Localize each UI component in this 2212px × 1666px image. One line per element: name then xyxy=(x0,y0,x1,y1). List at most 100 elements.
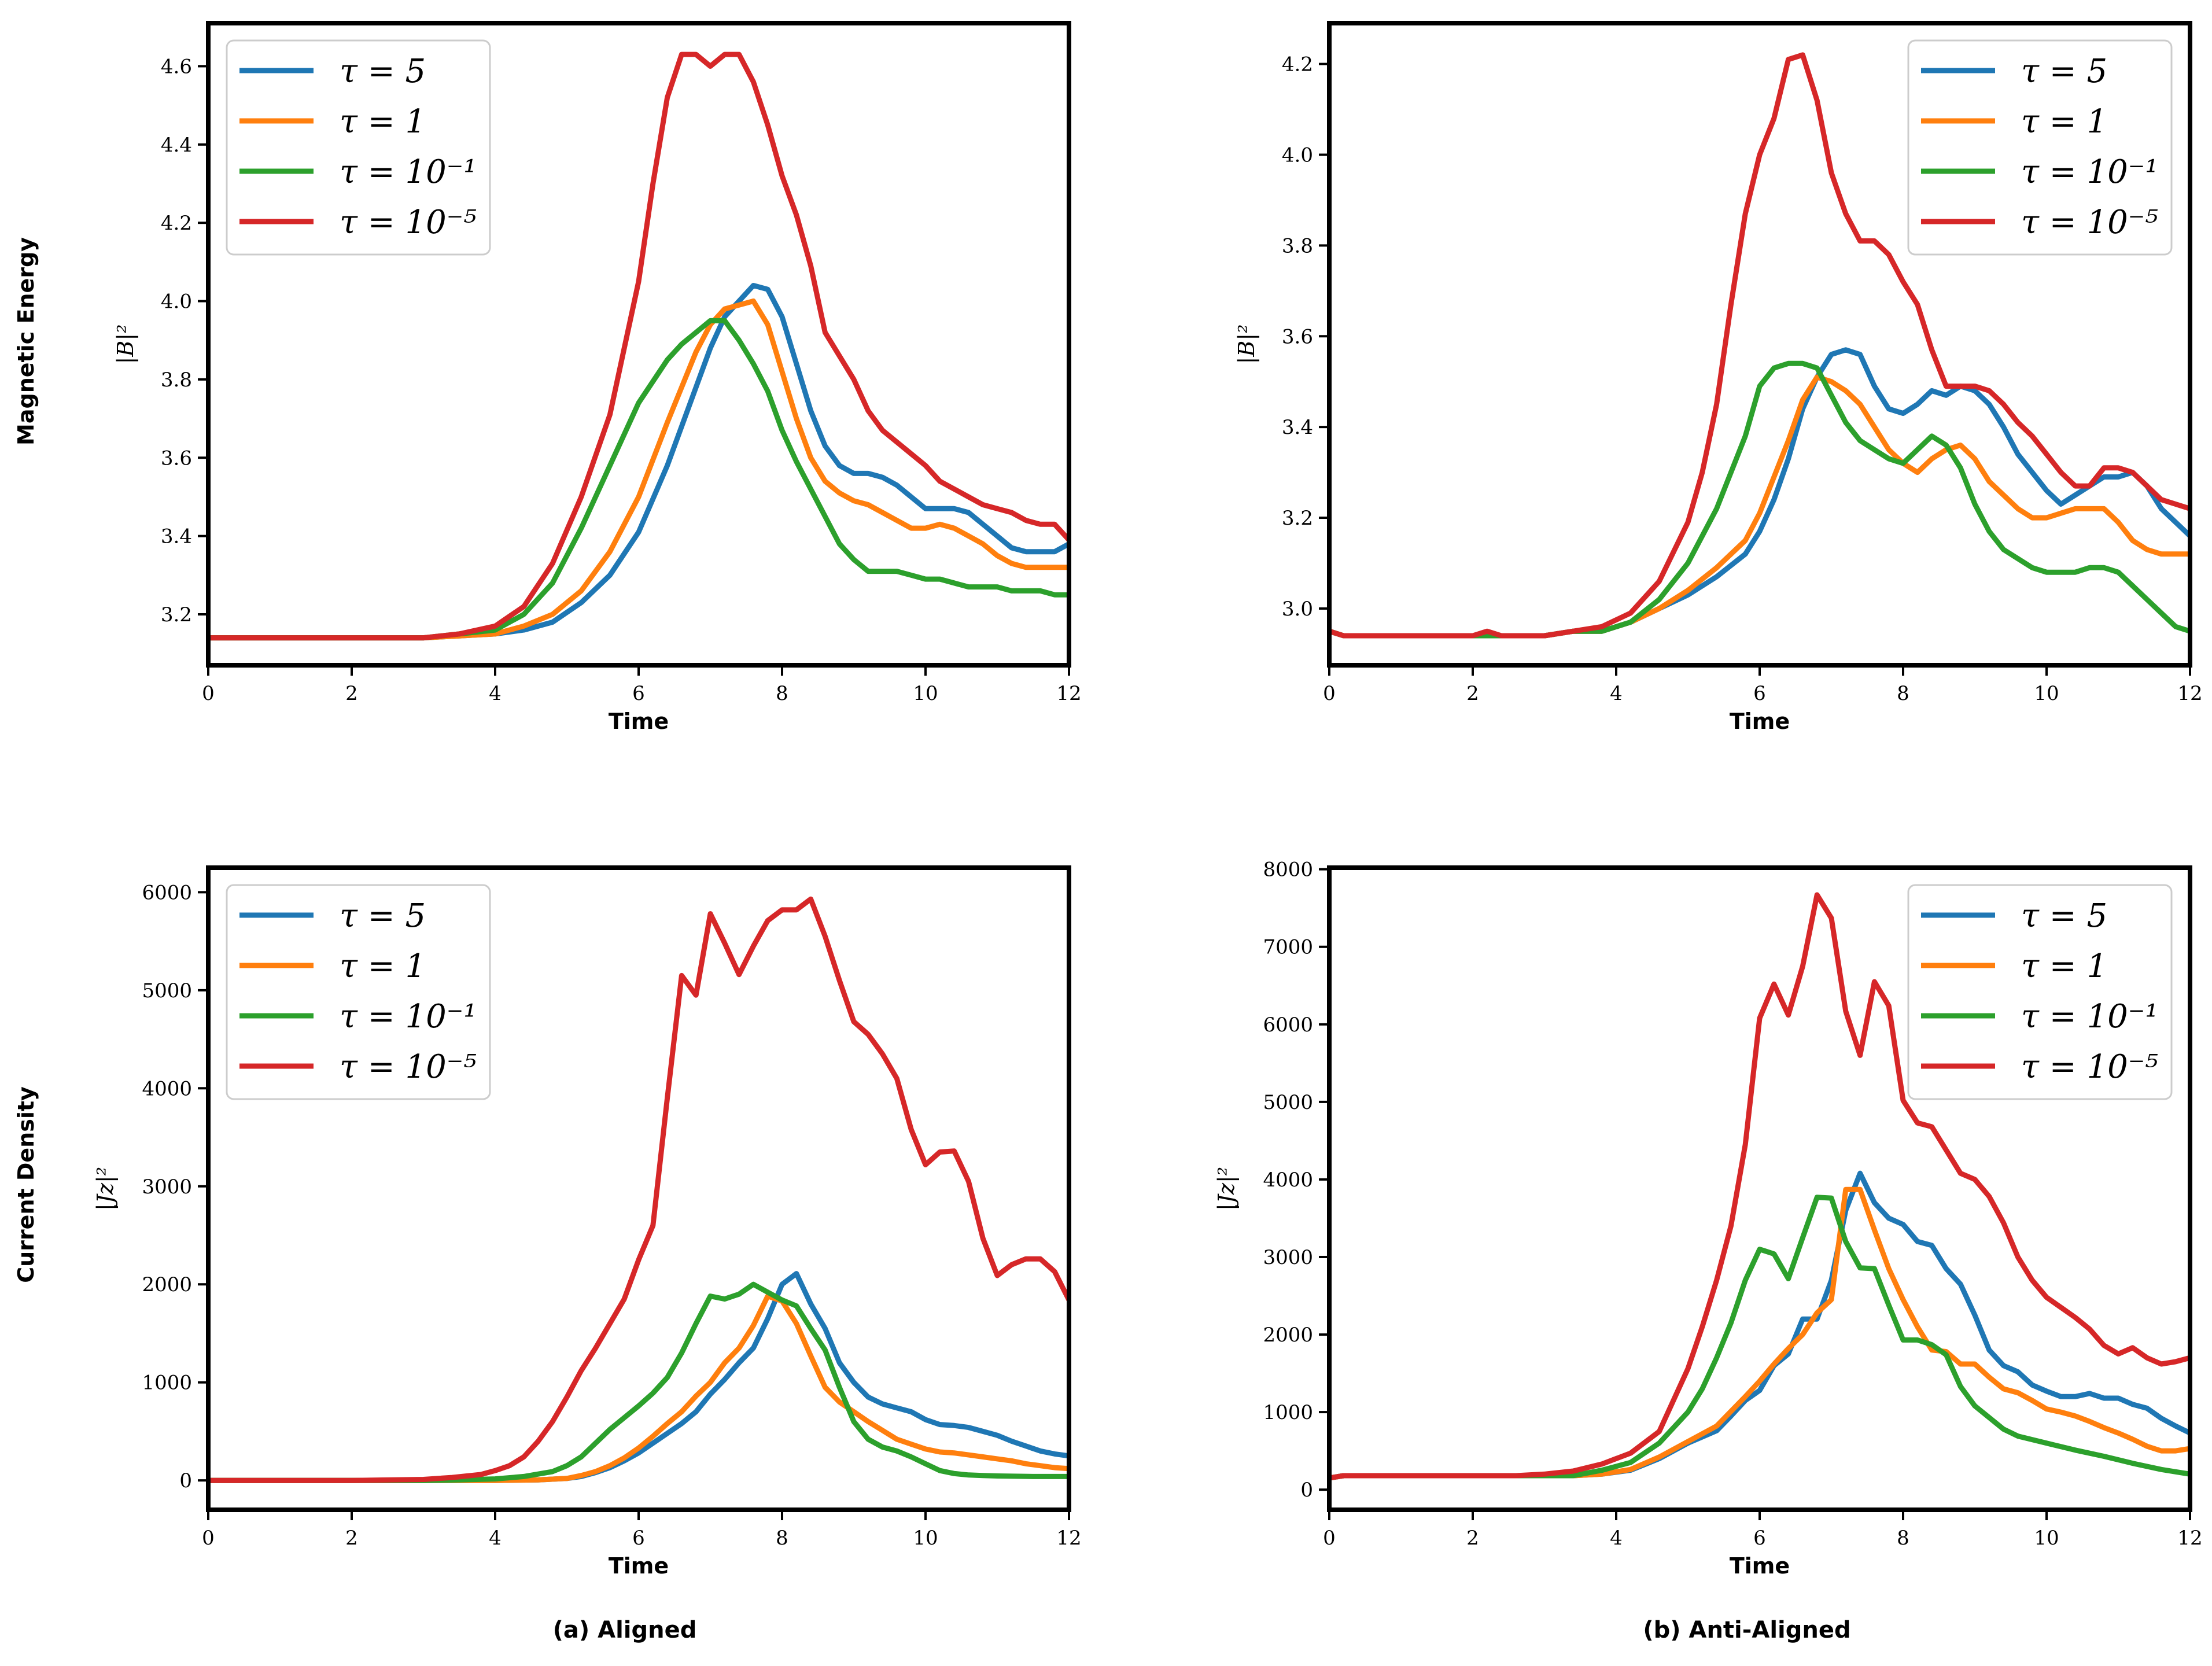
legend: τ = 5 τ = 1 τ = 10⁻¹ τ = 10⁻⁵ xyxy=(226,39,491,256)
series-line-0 xyxy=(208,283,1069,641)
plot-frame xyxy=(206,865,1071,1512)
y-tick-label: 3.6 xyxy=(1282,325,1313,348)
series-line-2 xyxy=(208,318,1069,641)
series-line-0 xyxy=(1329,1170,2190,1481)
y-tick-label: 4.2 xyxy=(161,212,192,235)
y-tick-label: 6000 xyxy=(1263,1013,1313,1037)
plot-frame xyxy=(206,21,1071,668)
y-tick-label: 3.2 xyxy=(161,603,192,626)
y-tick-label: 3.8 xyxy=(1282,234,1313,257)
y-tick-label: 4.2 xyxy=(1282,53,1313,76)
x-tick-label: 6 xyxy=(1753,682,1766,705)
legend-label-3: τ = 10⁻⁵ xyxy=(2021,1048,2158,1086)
x-tick-label: 6 xyxy=(632,1527,645,1550)
x-tick-label: 0 xyxy=(202,1527,215,1550)
legend-label-1: τ = 1 xyxy=(2021,103,2107,141)
legend: τ = 5 τ = 1 τ = 10⁻¹ τ = 10⁻⁵ xyxy=(1907,884,2173,1100)
series-line-3 xyxy=(208,896,1069,1483)
chart-panels: 0 2 4 6 8 10 12 3.2 3.4 3.6 3.8 4.0 4.2 4.4 4.6 Time |B|… xyxy=(93,21,2203,1579)
legend-label-2: τ = 10⁻¹ xyxy=(340,998,477,1035)
y-tick-label: 1000 xyxy=(1263,1401,1313,1424)
y-tick-label: 4.0 xyxy=(161,290,192,314)
y-axis-title: |Jz|² xyxy=(1214,1167,1239,1211)
legend-label-3: τ = 10⁻⁵ xyxy=(2021,204,2158,241)
series-line-2 xyxy=(208,1281,1069,1483)
series-line-3 xyxy=(1329,52,2190,639)
y-tick-label: 6000 xyxy=(142,881,192,904)
y-tick-label: 3.4 xyxy=(1282,416,1313,439)
x-tick-label: 6 xyxy=(1753,1527,1766,1550)
y-tick-label: 4000 xyxy=(1263,1169,1313,1192)
y-tick-label: 3.0 xyxy=(1282,598,1313,621)
legend-box xyxy=(1907,884,2173,1100)
y-tick-label: 3000 xyxy=(1263,1246,1313,1269)
legend: τ = 5 τ = 1 τ = 10⁻¹ τ = 10⁻⁵ xyxy=(226,884,491,1100)
x-tick-label: 0 xyxy=(202,682,215,705)
x-tick-label: 4 xyxy=(489,1527,502,1550)
y-tick-label: 2000 xyxy=(1263,1324,1313,1347)
x-axis-title: Time xyxy=(609,709,669,734)
y-axis-title: |B|² xyxy=(1234,325,1259,364)
x-tick-label: 8 xyxy=(1897,682,1909,705)
x-tick-label: 10 xyxy=(2034,682,2059,705)
legend-label-0: τ = 5 xyxy=(2021,897,2107,935)
y-tick-label: 3000 xyxy=(142,1175,192,1199)
plot-frame xyxy=(1327,865,2192,1512)
legend-box xyxy=(1907,39,2173,256)
x-tick-label: 12 xyxy=(1056,1527,1081,1550)
x-tick-label: 10 xyxy=(913,682,938,705)
y-tick-label: 3.6 xyxy=(161,447,192,470)
series-group xyxy=(1329,892,2190,1481)
x-tick-label: 8 xyxy=(1897,1527,1909,1550)
y-tick-label: 0 xyxy=(1300,1479,1313,1502)
legend-label-2: τ = 10⁻¹ xyxy=(2021,998,2158,1035)
x-tick-label: 12 xyxy=(1056,682,1081,705)
x-tick-label: 4 xyxy=(1610,1527,1623,1550)
y-tick-label: 4.6 xyxy=(161,55,192,78)
y-tick-label: 4.4 xyxy=(161,134,192,157)
chart-magnetic-anti-aligned: 0 2 4 6 8 10 12 3.0 3.2 3.4 3.6 3.8 4.0 4.2 Time |B|² τ … xyxy=(1234,21,2203,734)
y-tick-label: 2000 xyxy=(142,1273,192,1296)
y-axis-title: |B|² xyxy=(113,325,138,364)
series-line-1 xyxy=(1329,1186,2190,1481)
x-tick-label: 12 xyxy=(2177,682,2202,705)
x-tick-label: 10 xyxy=(913,1527,938,1550)
y-tick-label: 0 xyxy=(179,1469,192,1492)
x-tick-label: 2 xyxy=(1466,682,1479,705)
legend-label-2: τ = 10⁻¹ xyxy=(2021,153,2158,191)
legend-label-0: τ = 5 xyxy=(340,897,426,935)
legend-label-2: τ = 10⁻¹ xyxy=(340,153,477,191)
legend-box xyxy=(226,39,491,256)
x-tick-label: 12 xyxy=(2177,1527,2202,1550)
x-tick-label: 4 xyxy=(1610,682,1623,705)
x-tick-label: 10 xyxy=(2034,1527,2059,1550)
series-group xyxy=(208,51,1069,641)
y-axis-title: |Jz|² xyxy=(93,1167,118,1211)
y-tick-label: 3.4 xyxy=(161,525,192,548)
legend-label-0: τ = 5 xyxy=(340,53,426,90)
y-tick-label: 7000 xyxy=(1263,936,1313,959)
x-tick-label: 2 xyxy=(1466,1527,1479,1550)
y-tick-label: 3.8 xyxy=(161,368,192,392)
y-tick-label: 8000 xyxy=(1263,858,1313,882)
x-tick-label: 2 xyxy=(345,1527,358,1550)
x-axis-title: Time xyxy=(609,1553,669,1579)
legend-label-1: τ = 1 xyxy=(340,948,426,985)
legend-label-1: τ = 1 xyxy=(340,103,426,141)
x-tick-label: 8 xyxy=(776,682,788,705)
chart-magnetic-aligned: 0 2 4 6 8 10 12 3.2 3.4 3.6 3.8 4.0 4.2 4.4 4.6 Time |B|… xyxy=(113,21,1082,734)
series-line-1 xyxy=(208,298,1069,641)
chart-current-anti-aligned: 0 2 4 6 8 10 12 0 1000 2000 3000 4000 5000 6000 7000 80… xyxy=(1214,858,2203,1579)
x-axis-title: Time xyxy=(1730,1553,1790,1579)
legend-box xyxy=(226,884,491,1100)
y-tick-label: 4.0 xyxy=(1282,143,1313,167)
x-tick-label: 6 xyxy=(632,682,645,705)
series-line-3 xyxy=(208,51,1069,641)
x-tick-label: 2 xyxy=(345,682,358,705)
y-tick-label: 1000 xyxy=(142,1372,192,1395)
legend-label-0: τ = 5 xyxy=(2021,53,2107,90)
series-line-2 xyxy=(1329,360,2190,639)
x-tick-label: 0 xyxy=(1323,1527,1336,1550)
series-group xyxy=(208,896,1069,1483)
legend-label-3: τ = 10⁻⁵ xyxy=(340,204,477,241)
